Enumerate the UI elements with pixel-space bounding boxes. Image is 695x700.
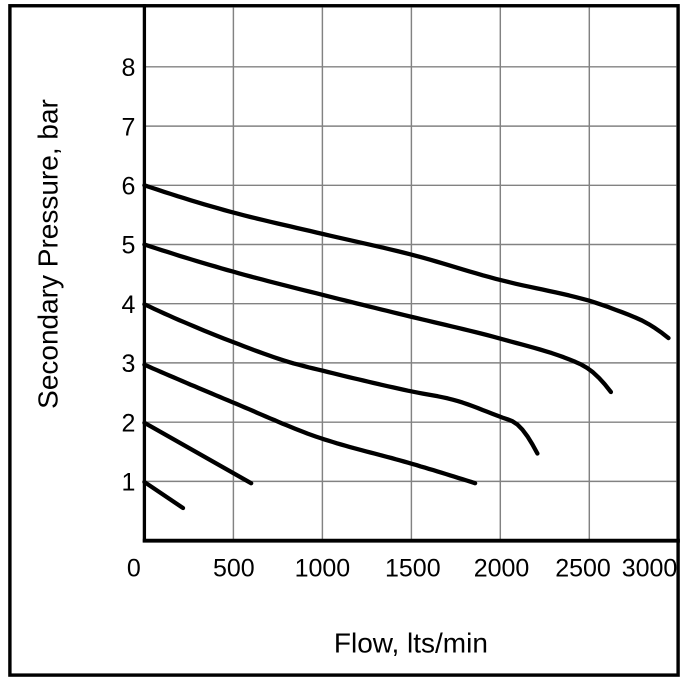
svg-text:2: 2 — [122, 409, 136, 437]
svg-text:7: 7 — [122, 113, 136, 141]
svg-text:2500: 2500 — [555, 554, 611, 582]
svg-text:1: 1 — [122, 469, 136, 497]
svg-text:3: 3 — [122, 350, 136, 378]
svg-text:6: 6 — [122, 173, 136, 201]
svg-text:4: 4 — [122, 291, 136, 319]
svg-text:Flow, lts/min: Flow, lts/min — [334, 627, 488, 658]
svg-text:3000: 3000 — [622, 554, 678, 582]
svg-text:0: 0 — [127, 554, 141, 582]
svg-text:1000: 1000 — [295, 554, 351, 582]
svg-text:5: 5 — [122, 232, 136, 260]
svg-text:Secondary Pressure, bar: Secondary Pressure, bar — [33, 99, 64, 409]
svg-text:8: 8 — [122, 54, 136, 82]
svg-text:500: 500 — [213, 554, 255, 582]
svg-text:2000: 2000 — [474, 554, 530, 582]
svg-text:1500: 1500 — [385, 554, 441, 582]
